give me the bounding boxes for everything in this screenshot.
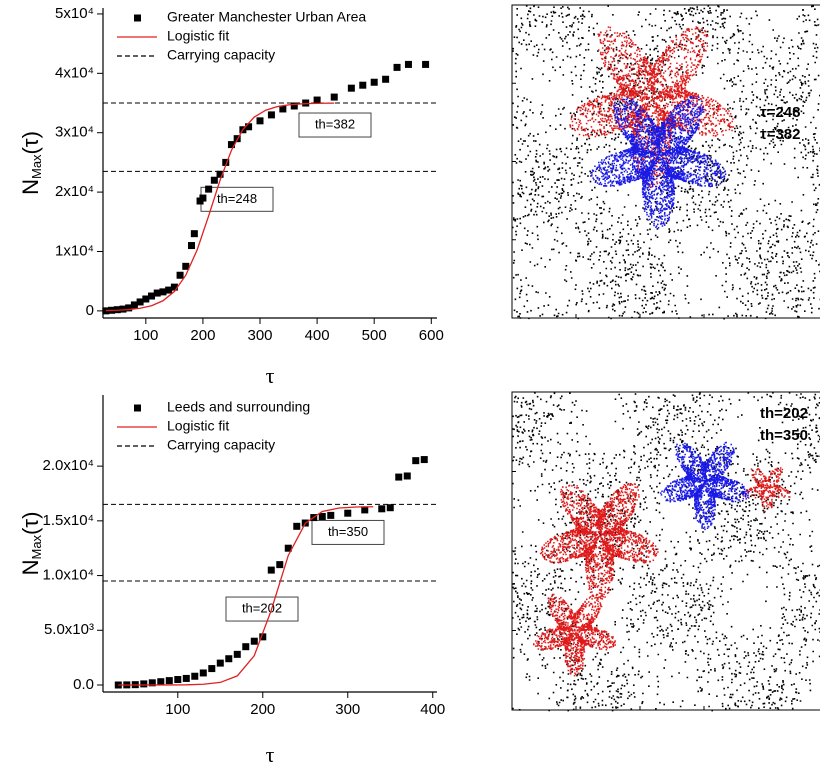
data-point: [395, 474, 402, 481]
y-axis-label: NMax(τ): [18, 131, 45, 195]
data-point: [291, 102, 298, 109]
map-label: th=202: [760, 405, 808, 422]
data-point: [140, 680, 147, 687]
x-tick-label: 600: [419, 327, 444, 344]
y-tick-label: 2x10⁴: [55, 183, 94, 200]
x-tick-label: 300: [247, 327, 272, 344]
x-tick-label: 400: [305, 327, 330, 344]
y-axis-label: NMax(τ): [18, 512, 45, 576]
y-label-suffix: (τ): [18, 512, 43, 535]
y-tick-label: 0: [86, 302, 94, 319]
data-point: [378, 505, 385, 512]
data-point: [412, 457, 419, 464]
map-label: τ=382: [760, 126, 800, 143]
data-point: [183, 675, 190, 682]
y-tick-label: 1x10⁴: [55, 242, 94, 259]
x-tick-label: 100: [165, 701, 190, 718]
data-point: [371, 79, 378, 86]
data-point: [387, 504, 394, 511]
y-label-sub: Max: [29, 534, 44, 559]
y-label-suffix: (τ): [18, 131, 43, 154]
data-point: [199, 195, 206, 202]
x-tick-label: 300: [335, 701, 360, 718]
legend-label: Carrying capacity: [167, 437, 275, 453]
legend-label: Carrying capacity: [167, 47, 275, 63]
x-axis-label: τ: [266, 363, 275, 388]
map-panel: [512, 5, 820, 320]
data-point: [188, 242, 195, 249]
data-point: [394, 64, 401, 71]
legend-label: Greater Manchester Urban Area: [167, 9, 366, 25]
data-point: [217, 660, 224, 667]
data-point: [157, 678, 164, 685]
data-point: [234, 651, 241, 658]
y-label-main: N: [18, 179, 43, 195]
annotation: th=248: [217, 191, 257, 206]
data-point: [200, 669, 207, 676]
data-point: [251, 638, 258, 645]
x-tick-label: 100: [133, 327, 158, 344]
data-point: [344, 510, 351, 517]
data-point: [276, 561, 283, 568]
annotation: th=350: [328, 524, 368, 539]
legend-label: Logistic fit: [167, 28, 229, 44]
data-point: [191, 673, 198, 680]
data-point: [348, 85, 355, 92]
y-tick-label: 4x10⁴: [55, 64, 94, 81]
data-point: [177, 272, 184, 279]
legend-label: Leeds and surrounding: [167, 399, 310, 415]
y-tick-label: 5x10⁴: [55, 5, 94, 22]
data-point: [242, 643, 249, 650]
data-point: [174, 676, 181, 683]
data-point: [257, 117, 264, 124]
legend-marker: [134, 405, 141, 412]
data-point: [405, 61, 412, 68]
data-point: [327, 512, 334, 519]
x-tick-label: 500: [362, 327, 387, 344]
data-point: [225, 655, 232, 662]
annotation: th=202: [242, 600, 282, 615]
figure: 100 200 300 400 500 600 0 1x10⁴ 2x10⁴ 3x10⁴ 4x10⁴ 5…: [0, 0, 820, 772]
x-tick-label: 200: [250, 701, 275, 718]
map-label: th=350: [760, 427, 808, 444]
data-point: [268, 567, 275, 574]
data-point: [422, 61, 429, 68]
data-point: [191, 230, 198, 237]
y-tick-label: 0.0: [73, 676, 94, 693]
y-tick-label: 3x10⁴: [55, 124, 94, 141]
data-point: [359, 82, 366, 89]
legend-marker: [134, 15, 141, 22]
y-tick-label: 2.0x10⁴: [43, 457, 94, 474]
data-point: [268, 111, 275, 118]
y-tick-label: 5.0x10³: [44, 621, 94, 638]
data-point: [293, 523, 300, 530]
y-label-main: N: [18, 560, 43, 576]
data-point: [404, 472, 411, 479]
data-point: [314, 97, 321, 104]
legend-label: Logistic fit: [167, 418, 229, 434]
data-point: [331, 94, 338, 101]
data-point: [382, 76, 389, 83]
data-point: [319, 513, 326, 520]
x-tick-label: 200: [190, 327, 215, 344]
annotation: th=382: [315, 116, 355, 131]
y-label-sub: Max: [29, 154, 44, 179]
x-axis-label: τ: [266, 742, 275, 767]
x-tick-label: 400: [420, 701, 445, 718]
map-label: τ=248: [760, 104, 800, 121]
data-point: [166, 677, 173, 684]
data-point: [208, 665, 215, 672]
y-tick-label: 1.5x10⁴: [43, 512, 94, 529]
data-point: [205, 186, 212, 193]
data-point: [421, 456, 428, 463]
y-tick-label: 1.0x10⁴: [43, 567, 94, 584]
